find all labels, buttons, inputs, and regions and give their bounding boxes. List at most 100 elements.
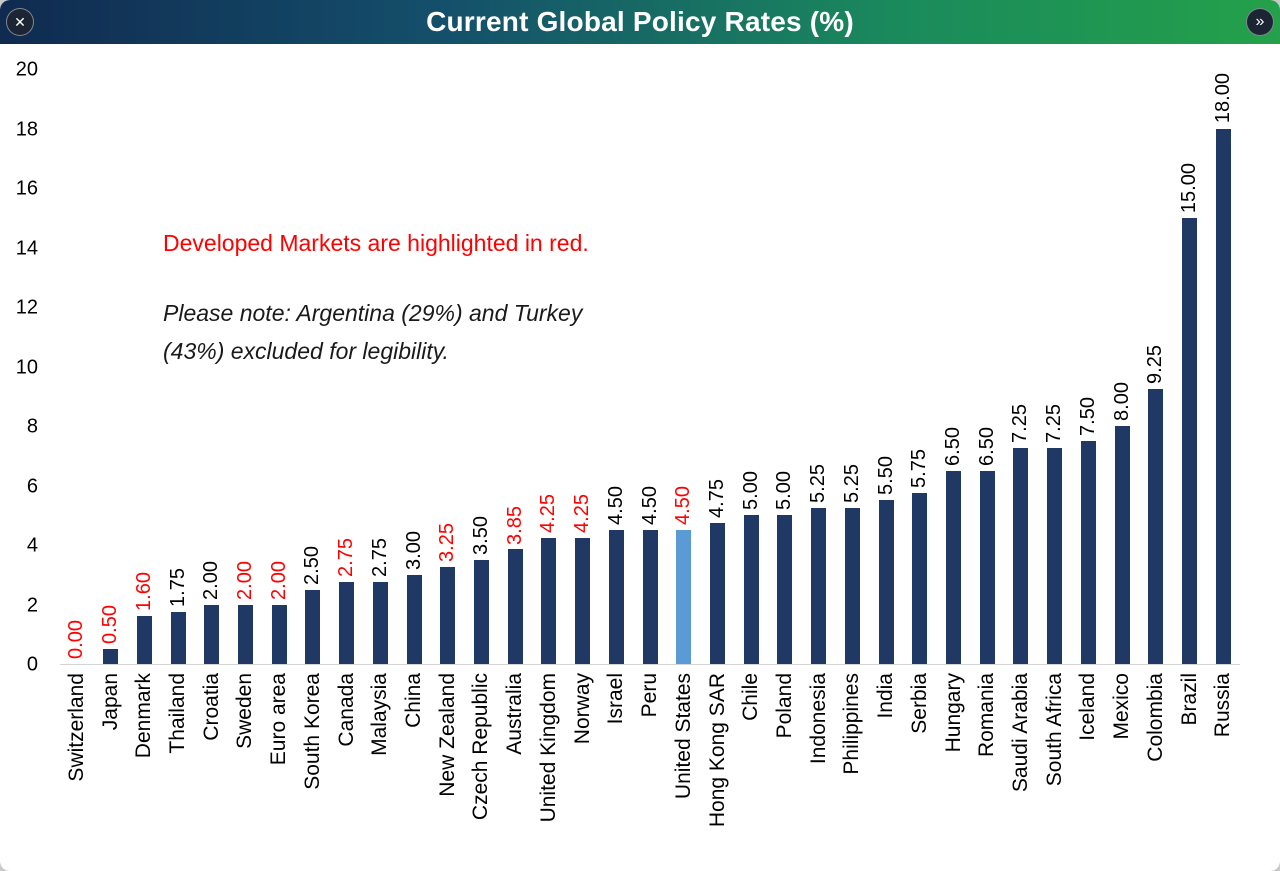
category-label-cell: New Zealand [431, 673, 465, 797]
y-axis-tick-label: 14 [15, 237, 38, 259]
bar-value-label: 5.00 [739, 471, 762, 511]
category-label-cell: China [397, 673, 431, 728]
bar-column: 2.00 [229, 70, 263, 664]
bar [1182, 217, 1198, 664]
bar-value-label: 7.25 [1043, 404, 1066, 444]
bar-column: 7.25 [1038, 70, 1072, 664]
chart-title: Current Global Policy Rates (%) [426, 6, 854, 37]
bar [305, 589, 321, 664]
category-label-cell: Malaysia [363, 673, 397, 756]
bar-value-label: 8.00 [1110, 382, 1133, 421]
bar-column: 8.00 [1105, 70, 1139, 664]
bar [1148, 388, 1164, 664]
category-label-cell: United Kingdom [532, 673, 566, 822]
y-axis-tick-label: 16 [15, 177, 38, 200]
category-label: Serbia [907, 673, 931, 734]
bar [136, 616, 152, 664]
y-axis-tick-label: 4 [26, 534, 38, 557]
category-label-cell: Peru [633, 673, 667, 717]
category-label: United Kingdom [536, 673, 560, 823]
bar-column: 4.50 [667, 70, 701, 664]
bar-value-label: 9.25 [1144, 344, 1167, 384]
bar-value-label: 4.50 [672, 486, 695, 526]
category-label-cell: Hong Kong SAR [701, 673, 735, 827]
y-axis-tick-label: 0 [26, 653, 38, 676]
bar-column: 5.25 [802, 70, 836, 664]
bar-value-label: 3.85 [503, 505, 526, 545]
bar-value-label: 1.60 [132, 572, 155, 612]
category-label-cell: Denmark [127, 673, 161, 758]
category-label: Euro area [267, 673, 291, 766]
bar-column: 7.50 [1072, 70, 1106, 664]
bar-column: 5.50 [869, 70, 903, 664]
bar [608, 530, 624, 664]
bar-column: 15.00 [1173, 70, 1207, 664]
bar-column: 4.75 [701, 70, 735, 664]
category-label: United States [671, 673, 695, 800]
category-label-cell: Hungary [937, 673, 971, 752]
y-axis-tick-label: 20 [15, 58, 38, 81]
close-button[interactable]: ✕ [6, 8, 34, 36]
bar-value-label: 4.25 [537, 493, 560, 533]
category-label-cell: Romania [970, 673, 1004, 757]
category-label: Canada [334, 673, 358, 747]
bar-value-label: 7.25 [1009, 404, 1032, 444]
y-axis-tick-label: 12 [15, 296, 38, 319]
bar-column: 7.25 [1004, 70, 1038, 664]
category-label: Norway [570, 673, 594, 745]
bar-column: 4.25 [566, 70, 600, 664]
bar [676, 530, 692, 664]
bar-column: 2.00 [262, 70, 296, 664]
bar-column: 5.25 [836, 70, 870, 664]
bar [271, 604, 287, 664]
category-label-cell: Poland [768, 673, 802, 738]
bar-column: 3.85 [498, 70, 532, 664]
category-label: South Africa [1042, 673, 1066, 787]
bar [912, 492, 928, 664]
bar [979, 470, 995, 664]
category-label-cell: Euro area [262, 673, 296, 765]
bar-column: 2.75 [363, 70, 397, 664]
bar [406, 574, 422, 664]
category-label-cell: Sweden [229, 673, 263, 749]
category-label-cell: Brazil [1173, 673, 1207, 726]
bar [372, 582, 388, 664]
bar-value-label: 5.50 [874, 456, 897, 496]
bar-column: 5.00 [768, 70, 802, 664]
chevrons-right-button[interactable]: » [1246, 8, 1274, 36]
category-label: Thailand [166, 673, 190, 754]
category-label: South Korea [300, 673, 324, 790]
category-label: Denmark [132, 673, 156, 759]
bar-column: 0.00 [60, 70, 94, 664]
bar-value-label: 0.50 [99, 605, 122, 645]
bar [204, 604, 220, 664]
bar-value-label: 0.00 [65, 620, 88, 659]
bar-column: 5.75 [903, 70, 937, 664]
category-label: Hong Kong SAR [705, 673, 729, 828]
close-icon: ✕ [14, 14, 26, 30]
bar-column: 3.00 [397, 70, 431, 664]
bar-value-label: 6.50 [942, 426, 965, 466]
bar [507, 549, 523, 664]
category-axis-labels: Switzerland Japan Denmark Thailand Croatia Sw… [60, 673, 1240, 827]
bar-column: 0.50 [94, 70, 128, 664]
bar [710, 522, 726, 664]
category-label-cell: South Africa [1038, 673, 1072, 786]
category-label-cell: Canada [330, 673, 364, 747]
category-label: Mexico [1110, 673, 1134, 740]
category-label: Chile [739, 673, 763, 721]
bar [103, 649, 119, 664]
bar-value-label: 5.25 [840, 463, 863, 503]
bar-value-label: 4.25 [571, 493, 594, 533]
category-label-cell: Mexico [1105, 673, 1139, 740]
category-label: Japan [98, 673, 122, 731]
bar [1047, 448, 1063, 664]
category-label-cell: Switzerland [60, 673, 94, 782]
category-label: China [402, 673, 426, 728]
bar-value-label: 3.50 [469, 515, 492, 555]
bar [642, 530, 658, 664]
bar [1013, 448, 1029, 664]
bar-column: 3.25 [431, 70, 465, 664]
category-label-cell: United States [667, 673, 701, 799]
bar [777, 515, 793, 664]
